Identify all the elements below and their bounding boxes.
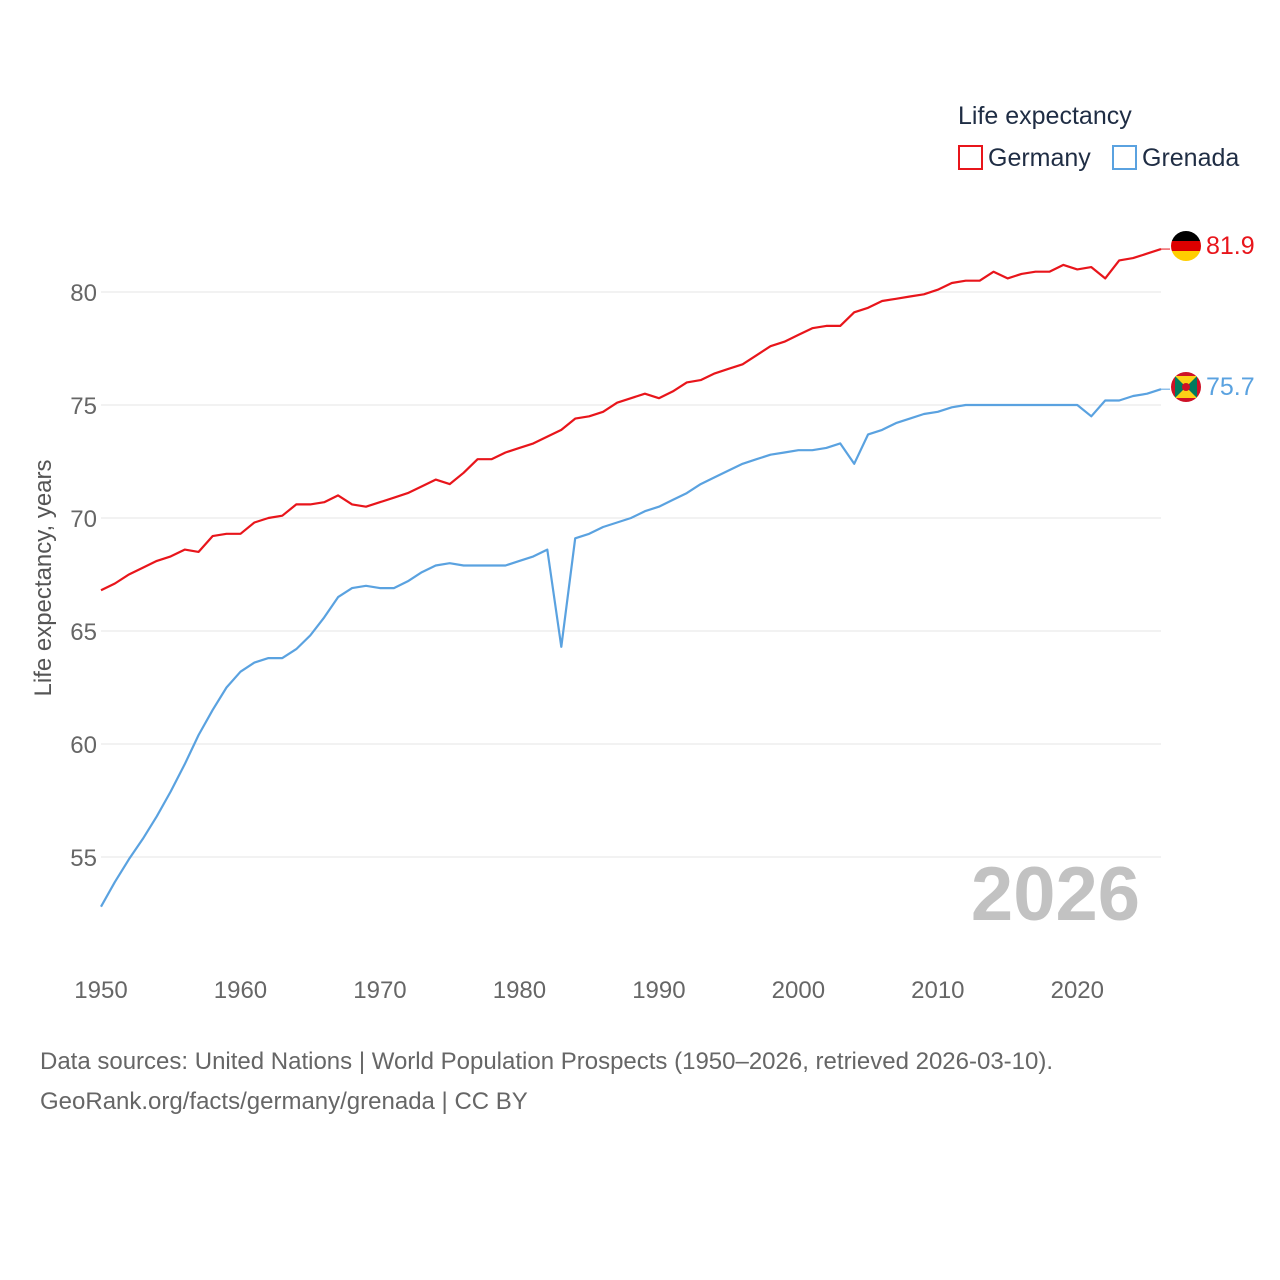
x-tick-label: 1950 <box>74 977 127 1004</box>
germany-flag-icon <box>1171 231 1201 261</box>
x-tick-label: 1970 <box>353 977 406 1004</box>
y-tick-label: 65 <box>70 619 97 646</box>
legend-swatch-grenada <box>1112 145 1137 170</box>
grenada-flag-icon <box>1171 372 1201 402</box>
x-tick-label: 2010 <box>911 977 964 1004</box>
x-axis-ticks: 1950 1960 1970 1980 1990 2000 2010 2020 <box>74 977 1104 1004</box>
y-tick-label: 70 <box>70 506 97 533</box>
year-watermark: 2026 <box>971 852 1140 937</box>
legend-title: Life expectancy <box>958 102 1132 130</box>
gridlines <box>101 291 1161 858</box>
x-tick-label: 2000 <box>772 977 825 1004</box>
x-tick-label: 1990 <box>632 977 685 1004</box>
x-tick-label: 1960 <box>214 977 267 1004</box>
legend-item-grenada[interactable]: Grenada <box>1112 144 1239 172</box>
footer: Data sources: United Nations | World Pop… <box>40 1042 1240 1122</box>
y-tick-label: 60 <box>70 732 97 759</box>
life-expectancy-chart: 55 60 65 70 75 80 1950 1960 1970 1980 1990 2000 201… <box>30 102 1255 1004</box>
y-axis-label: Life expectancy, years <box>30 459 57 696</box>
legend-swatch-germany <box>958 145 983 170</box>
germany-end-label: 81.9 <box>1206 232 1255 260</box>
y-axis-ticks: 55 60 65 70 75 80 <box>70 280 97 872</box>
x-tick-label: 1980 <box>493 977 546 1004</box>
y-tick-label: 75 <box>70 393 97 420</box>
source-link[interactable]: GeoRank.org/facts/germany/grenada | CC B… <box>40 1088 528 1115</box>
x-tick-label: 2020 <box>1051 977 1104 1004</box>
legend-label-germany: Germany <box>988 144 1091 172</box>
grenada-end-label: 75.7 <box>1206 373 1255 401</box>
y-tick-label: 55 <box>70 845 97 872</box>
legend-item-germany[interactable]: Germany <box>958 144 1091 172</box>
y-tick-label: 80 <box>70 280 97 307</box>
series-line-germany[interactable] <box>100 248 1162 592</box>
series-lines <box>100 248 1170 908</box>
data-sources: Data sources: United Nations | World Pop… <box>40 1048 1054 1075</box>
series-line-grenada[interactable] <box>100 388 1162 908</box>
legend: Life expectancy Germany Grenada <box>958 102 1239 172</box>
legend-label-grenada: Grenada <box>1142 144 1239 172</box>
